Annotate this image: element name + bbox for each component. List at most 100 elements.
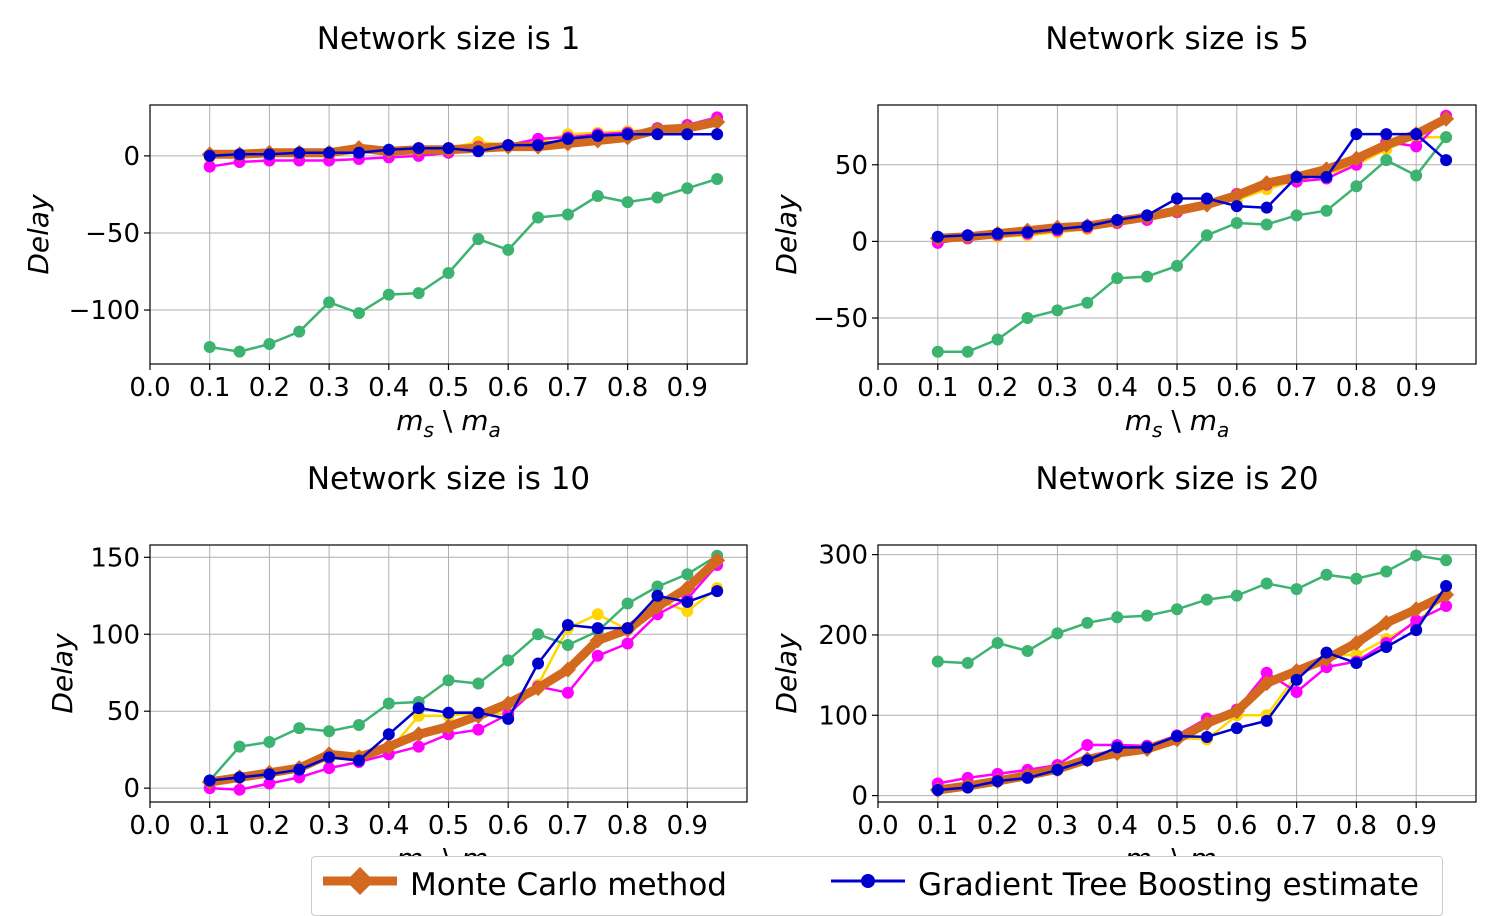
data-point <box>1290 673 1303 686</box>
data-point <box>203 160 216 173</box>
x-tick-label: 0.0 <box>857 811 898 841</box>
y-tick-label: 0 <box>123 142 140 172</box>
series-line <box>208 116 719 168</box>
x-tick-label: 0.5 <box>428 811 469 841</box>
data-point <box>1171 192 1183 205</box>
data-point <box>1021 312 1034 325</box>
x-tick-label: 0.8 <box>1336 373 1377 403</box>
data-point <box>1348 634 1365 651</box>
data-point <box>502 243 515 256</box>
series-gradient-tree-boosting-estimate <box>203 128 724 162</box>
data-point <box>263 337 276 350</box>
x-tick-label: 0.0 <box>857 373 898 403</box>
data-point <box>561 208 574 221</box>
data-point <box>1081 296 1094 309</box>
data-point <box>1290 209 1303 222</box>
chart-title: Network size is 5 <box>1045 21 1309 57</box>
data-point <box>233 148 246 161</box>
series-line <box>936 593 1448 789</box>
data-point <box>352 307 365 320</box>
data-point <box>382 143 395 156</box>
data-point <box>1350 572 1363 585</box>
legend-swatch-gradient-boosting <box>831 874 905 888</box>
data-point <box>1141 209 1154 222</box>
data-point <box>440 718 457 735</box>
data-point <box>233 740 246 753</box>
data-point <box>1440 579 1453 592</box>
series-series-5 <box>203 111 724 173</box>
data-point <box>472 233 485 246</box>
series-series-3 <box>931 131 1453 358</box>
data-point <box>1111 213 1124 226</box>
x-tick-label: 0.2 <box>249 811 290 841</box>
data-point <box>532 657 545 670</box>
data-point <box>1200 229 1213 242</box>
data-point <box>1410 140 1423 153</box>
data-point <box>293 722 306 735</box>
y-axis-label: Delay <box>22 194 55 275</box>
data-point <box>293 325 306 338</box>
data-point <box>649 598 666 615</box>
x-tick-label: 0.1 <box>917 373 958 403</box>
data-point <box>561 686 574 699</box>
data-point <box>1081 738 1094 751</box>
y-tick-label: −100 <box>69 296 140 326</box>
x-tick-label: 0.3 <box>1037 373 1078 403</box>
data-point <box>621 622 634 635</box>
data-point <box>352 146 365 159</box>
data-point <box>1440 131 1453 144</box>
data-point <box>1171 603 1183 616</box>
data-point <box>651 589 664 602</box>
data-point <box>203 774 216 787</box>
y-tick-label: 0 <box>851 782 868 812</box>
data-point <box>1380 640 1393 653</box>
series-series-3 <box>931 549 1453 670</box>
data-point <box>1440 154 1453 167</box>
x-tick-label: 0.6 <box>488 811 529 841</box>
data-point <box>382 728 395 741</box>
y-tick-label: 200 <box>818 621 868 651</box>
data-point <box>681 595 694 608</box>
data-point <box>233 783 246 796</box>
x-tick-label: 0.6 <box>1216 811 1257 841</box>
x-tick-label: 0.2 <box>977 373 1018 403</box>
data-point <box>1230 722 1243 735</box>
series-line <box>933 590 1451 795</box>
series-line <box>936 584 1448 792</box>
data-point <box>1378 614 1395 631</box>
data-point <box>651 191 664 204</box>
data-point <box>1438 110 1455 127</box>
chart-panel-3: 0.0 0.1 0.2 0.3 0.4 0.5 0.6 0.7 0.8 0.9 150 100 50 0 N… <box>46 461 748 880</box>
data-point <box>621 637 634 650</box>
data-point <box>203 341 216 354</box>
data-point <box>1051 763 1064 776</box>
data-point <box>1350 180 1363 193</box>
y-tick-label: 100 <box>90 620 140 650</box>
x-tick-label: 0.8 <box>607 811 648 841</box>
data-point <box>991 333 1004 346</box>
data-point <box>1200 593 1213 606</box>
data-point <box>561 639 574 652</box>
y-tick-label: −50 <box>85 219 140 249</box>
data-point <box>651 128 664 141</box>
x-tick-label: 0.8 <box>1336 811 1377 841</box>
data-point <box>1260 714 1273 727</box>
x-tick-label: 0.1 <box>189 811 230 841</box>
series-line <box>208 554 719 782</box>
y-tick-label: −50 <box>813 304 868 334</box>
data-point <box>472 706 485 719</box>
series-line <box>205 555 722 787</box>
data-point <box>1230 217 1243 230</box>
x-tick-label: 0.3 <box>308 811 349 841</box>
x-tick-label: 0.4 <box>1097 811 1138 841</box>
data-point <box>323 725 336 738</box>
data-point <box>1021 771 1034 784</box>
data-point <box>502 712 515 725</box>
data-point <box>1198 715 1215 732</box>
data-point <box>1350 128 1363 141</box>
series-line <box>933 114 1451 243</box>
data-point <box>1021 226 1034 239</box>
x-tick-label: 0.0 <box>129 811 170 841</box>
series-line <box>936 135 1448 353</box>
data-point <box>1350 657 1363 670</box>
